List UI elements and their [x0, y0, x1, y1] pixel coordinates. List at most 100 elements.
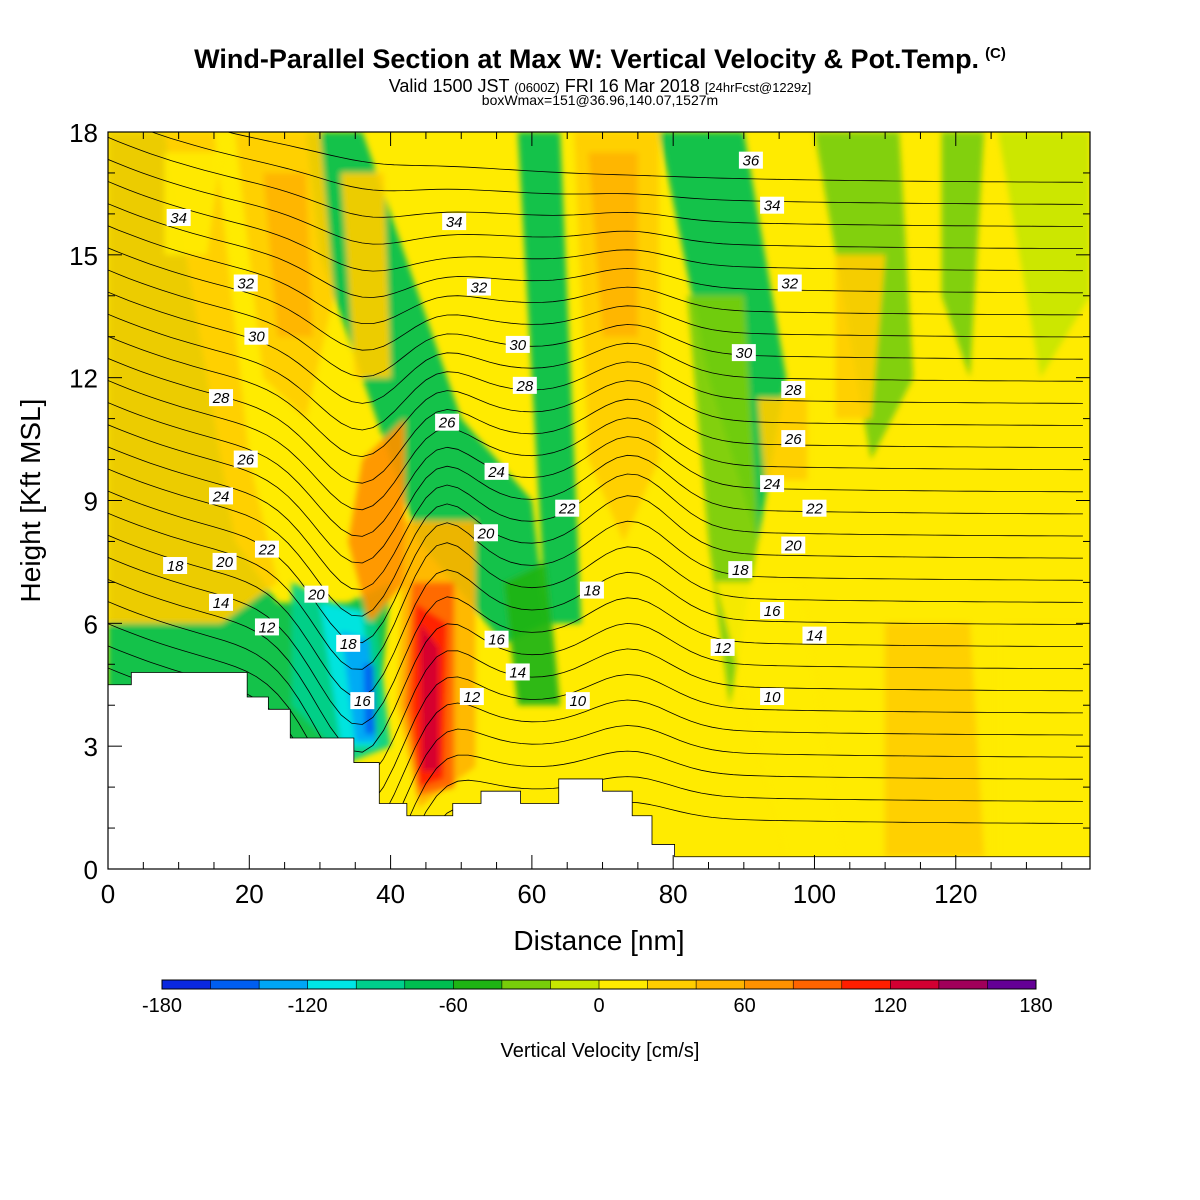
theta-label-text: 20	[307, 587, 325, 604]
theta-label: 32	[233, 274, 258, 292]
theta-label: 20	[212, 552, 237, 571]
theta-contour	[108, 136, 1083, 227]
theta-label-bg	[209, 487, 234, 505]
theta-label-bg	[505, 663, 530, 681]
theta-label-bg	[473, 524, 498, 542]
theta-contour	[108, 512, 1083, 670]
theta-label: 22	[254, 540, 279, 559]
colorbar-swatch	[793, 980, 843, 989]
colorbar-swatch	[356, 980, 406, 989]
theta-label-text: 34	[764, 198, 781, 215]
theta-label: 20	[304, 585, 329, 604]
colorbar-swatch	[501, 980, 551, 989]
y-tick-label: 15	[69, 241, 98, 271]
colorbar-swatch	[599, 980, 649, 989]
colorbar-swatch	[987, 980, 1037, 989]
theta-contour	[108, 225, 1083, 324]
velocity-region	[108, 132, 278, 624]
theta-label-text: 14	[509, 664, 526, 681]
theta-contour	[108, 402, 1083, 537]
colorbar-swatch	[259, 980, 309, 989]
plot-clip-group: 34 34 34 36 32 32 32 30 30 30 28 28 28 26 26 26 24 24 24 22…	[108, 132, 1090, 869]
theta-label: 12	[459, 688, 484, 706]
theta-label-bg	[254, 618, 279, 636]
theta-label-bg	[565, 692, 590, 710]
theta-contour	[108, 623, 1083, 809]
theta-label-bg	[781, 430, 806, 448]
theta-label: 30	[731, 344, 756, 362]
velocity-region	[715, 582, 843, 857]
theta-label-text: 32	[781, 275, 798, 292]
theta-label: 24	[484, 462, 509, 481]
theta-contour	[108, 313, 1083, 431]
theta-label-bg	[166, 208, 191, 226]
theta-label: 26	[781, 430, 806, 448]
theta-label-text: 22	[805, 501, 823, 518]
theta-label: 26	[435, 413, 460, 432]
x-tick-label: 100	[793, 879, 836, 909]
theta-label: 12	[254, 618, 279, 636]
theta-label-bg	[512, 376, 537, 394]
colorbar-swatch	[696, 980, 746, 989]
theta-contour	[150, 132, 1083, 205]
theta-label-bg	[760, 196, 785, 214]
theta-label-bg	[555, 499, 580, 517]
theta-label-text: 18	[732, 562, 749, 579]
theta-label-text: 26	[236, 452, 254, 469]
theta-label-text: 28	[212, 390, 230, 407]
theta-label-bg	[505, 335, 530, 353]
theta-label-text: 22	[558, 501, 576, 518]
velocity-region	[263, 172, 313, 337]
x-tick-label: 40	[376, 879, 405, 909]
theta-label-bg	[442, 213, 467, 231]
theta-label: 32	[466, 278, 491, 297]
theta-contour	[108, 468, 1083, 617]
theta-label-text: 18	[584, 583, 601, 600]
theta-label-bg	[728, 561, 753, 579]
velocity-region	[348, 418, 405, 624]
theta-label-bg	[233, 274, 258, 292]
theta-contour	[108, 380, 1083, 511]
terrain-outline	[108, 672, 1090, 869]
colorbar-tick-label: 60	[734, 995, 756, 1017]
theta-contour	[108, 335, 1083, 458]
theta-label-bg	[710, 638, 735, 656]
colorbar-tick-label: 0	[593, 995, 604, 1017]
y-tick-label: 0	[84, 855, 98, 885]
theta-label-text: 24	[212, 488, 230, 505]
theta-label-bg	[233, 450, 258, 468]
velocity-region	[885, 623, 985, 857]
theta-label-text: 12	[714, 640, 731, 657]
theta-label-bg	[760, 475, 785, 493]
terrain-mask	[108, 672, 1090, 869]
valid-date: FRI 16 Mar 2018	[564, 76, 700, 96]
valid-time: Valid 1500 JST	[388, 76, 510, 96]
theta-label-text: 18	[167, 558, 184, 575]
theta-label: 10	[565, 692, 590, 710]
theta-label-text: 24	[487, 464, 505, 481]
colorbar-swatch	[550, 980, 600, 989]
theta-label-bg	[802, 626, 827, 644]
theta-label-bg	[731, 344, 756, 362]
colorbar-swatch	[841, 980, 891, 989]
y-tick-label: 3	[84, 732, 98, 762]
theta-label: 34	[760, 196, 785, 215]
theta-label: 34	[442, 213, 467, 231]
chart-subtitle: Valid 1500 JST (0600Z) FRI 16 Mar 2018 […	[0, 76, 1200, 97]
theta-label-bg	[350, 692, 375, 710]
theta-label: 28	[781, 380, 806, 399]
theta-contour	[108, 601, 1083, 781]
colorbar-swatch	[890, 980, 940, 989]
colorbar-swatch	[404, 980, 454, 989]
colorbar-tick-label: -60	[439, 995, 468, 1017]
colorbar-swatch	[647, 980, 697, 989]
theta-label: 12	[710, 638, 735, 657]
theta-contour	[108, 203, 1083, 298]
colorbar-tick-label: -180	[142, 995, 182, 1017]
theta-label-bg	[579, 581, 604, 599]
theta-label-bg	[244, 327, 269, 345]
theta-contour	[108, 181, 1083, 272]
theta-label-bg	[435, 413, 460, 431]
